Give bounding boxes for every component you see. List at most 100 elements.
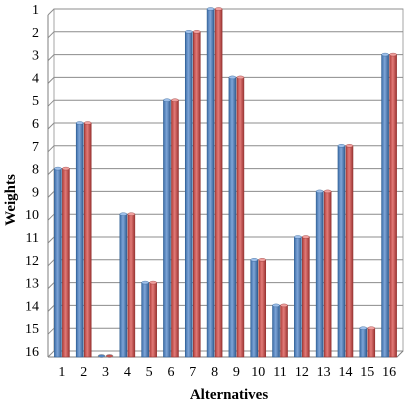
- bar-1-5: [141, 282, 149, 358]
- bar-top-2-16: [389, 52, 397, 57]
- bar-2-11: [280, 305, 288, 358]
- bar-2-8: [214, 8, 223, 358]
- bar-top-1-13: [315, 189, 324, 194]
- x-tick-label: 7: [189, 365, 196, 380]
- bar-2-15: [367, 327, 376, 358]
- y-axis-title: Weights: [3, 174, 19, 226]
- x-tick-label: 1: [58, 365, 65, 380]
- gridlines: [47, 8, 404, 358]
- bar-2-13: [323, 191, 332, 358]
- x-axis-title: Alternatives: [190, 387, 268, 403]
- bar-1-11: [272, 305, 280, 358]
- bar-top-1-6: [163, 98, 171, 102]
- gridline: [47, 213, 403, 221]
- y-tick-label: 15: [25, 322, 39, 337]
- bar-2-3: [105, 354, 114, 358]
- x-tick-label: 16: [382, 365, 396, 380]
- bar-top-2-10: [258, 258, 266, 262]
- y-tick-label: 11: [26, 231, 39, 246]
- bar-1-10: [250, 259, 259, 358]
- y-tick-label: 4: [32, 71, 39, 86]
- gridline: [47, 259, 403, 267]
- y-tick-label: 5: [32, 94, 39, 109]
- bar-2-14: [345, 145, 354, 358]
- gridline: [47, 282, 403, 289]
- gridline: [47, 54, 403, 61]
- x-tick-label: 14: [338, 365, 352, 380]
- y-tick-label: 10: [25, 208, 39, 223]
- y-tick-label: 3: [32, 49, 39, 64]
- gridline: [47, 99, 403, 107]
- bar-1-3: [97, 354, 106, 358]
- x-tick-label: 5: [146, 365, 153, 380]
- x-tick-label: 13: [317, 365, 331, 380]
- bar-1-6: [163, 99, 171, 358]
- y-tick-label: 1: [32, 3, 39, 18]
- y-tick-label: 2: [32, 26, 39, 41]
- bar-top-2-12: [302, 235, 310, 239]
- gridline: [47, 8, 403, 16]
- bar-2-6: [171, 99, 179, 358]
- x-tick-label: 12: [295, 365, 309, 380]
- gridline: [47, 76, 403, 84]
- bar-top-2-1: [62, 166, 70, 171]
- y-tick-label: 9: [32, 185, 39, 200]
- x-tick-label: 10: [251, 365, 265, 380]
- gridline: [47, 122, 403, 130]
- bar-1-1: [54, 168, 62, 358]
- x-tick-label: 6: [167, 365, 174, 380]
- bar-top-1-7: [185, 30, 193, 34]
- bar-top-1-16: [381, 52, 389, 57]
- bar-1-9: [228, 77, 237, 358]
- bar-1-16: [381, 54, 389, 358]
- bar-top-1-1: [54, 166, 62, 171]
- x-tick-label: 2: [80, 365, 87, 380]
- gridline: [47, 145, 403, 153]
- x-tick-label: 8: [211, 365, 218, 380]
- bar-1-4: [119, 213, 128, 358]
- x-tick-label: 9: [233, 365, 240, 380]
- bar-top-1-11: [272, 303, 280, 308]
- bar-2-5: [149, 282, 157, 358]
- x-tick-labels: 1 2 3 4 5 6 7 8 9 10 11 12 13 14 15 16: [58, 365, 396, 380]
- bar-top-1-15: [359, 326, 367, 330]
- bar-1-14: [337, 145, 346, 358]
- x-tick-label: 15: [360, 365, 374, 380]
- bar-top-2-7: [193, 30, 201, 34]
- x-tick-label: 3: [102, 365, 109, 380]
- bar-2-1: [62, 168, 70, 358]
- x-tick-label: 4: [124, 365, 131, 380]
- bar-top-2-11: [280, 303, 288, 308]
- bar-2-4: [127, 213, 136, 358]
- bar-2-12: [302, 236, 310, 358]
- bar-top-2-8: [214, 7, 223, 11]
- bar-top-2-13: [323, 189, 332, 194]
- bar-top-2-2: [84, 121, 92, 125]
- x-tick-label: 11: [273, 365, 286, 380]
- gridline: [47, 168, 403, 175]
- bar-top-1-12: [294, 235, 302, 239]
- bar-2-16: [389, 54, 397, 358]
- bar-top-1-4: [119, 212, 128, 216]
- gridline: [47, 31, 403, 39]
- gridline: [47, 190, 403, 198]
- bar-1-7: [184, 31, 193, 358]
- bar-top-2-4: [127, 212, 136, 216]
- bar-top-1-2: [76, 121, 84, 125]
- bar-top-1-10: [250, 258, 258, 262]
- bar-top-2-5: [149, 280, 157, 285]
- bar-top-1-14: [337, 144, 346, 148]
- bar-1-12: [294, 236, 302, 358]
- bar-2-9: [236, 77, 245, 358]
- bar-top-1-9: [228, 75, 237, 80]
- y-tick-label: 6: [32, 117, 39, 132]
- bar-1-2: [75, 122, 84, 358]
- bar-top-1-5: [141, 280, 149, 285]
- y-tick-label: 7: [32, 140, 39, 155]
- y-tick-label: 13: [25, 277, 39, 292]
- y-tick-label: 14: [25, 299, 39, 314]
- bar-2-10: [258, 259, 267, 358]
- bar-1-15: [359, 327, 368, 358]
